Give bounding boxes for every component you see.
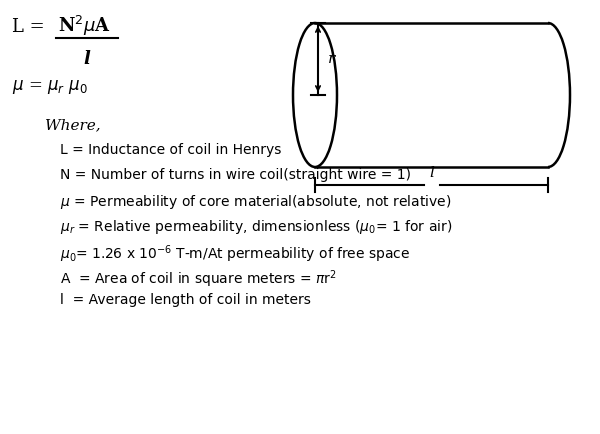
- Text: L = Inductance of coil in Henrys: L = Inductance of coil in Henrys: [60, 143, 281, 157]
- Text: $\mu_0$= 1.26 x 10$^{-6}$ T-m/At permeability of free space: $\mu_0$= 1.26 x 10$^{-6}$ T-m/At permeab…: [60, 243, 410, 265]
- Text: $\mu$ = $\mu_r$ $\mu_0$: $\mu$ = $\mu_r$ $\mu_0$: [12, 78, 88, 96]
- Text: l  = Average length of coil in meters: l = Average length of coil in meters: [60, 293, 311, 307]
- Text: r: r: [328, 52, 335, 66]
- Text: $\mu_r$ = Relative permeability, dimensionless ($\mu_0$= 1 for air): $\mu_r$ = Relative permeability, dimensi…: [60, 218, 452, 236]
- Text: N$^2$$\mu$A: N$^2$$\mu$A: [58, 14, 111, 38]
- Text: Where,: Where,: [45, 118, 101, 132]
- Text: A  = Area of coil in square meters = $\pi$r$^2$: A = Area of coil in square meters = $\pi…: [60, 268, 337, 289]
- Text: l: l: [83, 50, 90, 68]
- Text: N = Number of turns in wire coil(straight wire = 1): N = Number of turns in wire coil(straigh…: [60, 168, 411, 182]
- Text: L =: L =: [12, 18, 44, 36]
- Text: $\mu$ = Permeability of core material(absolute, not relative): $\mu$ = Permeability of core material(ab…: [60, 193, 451, 211]
- Text: l: l: [429, 166, 434, 180]
